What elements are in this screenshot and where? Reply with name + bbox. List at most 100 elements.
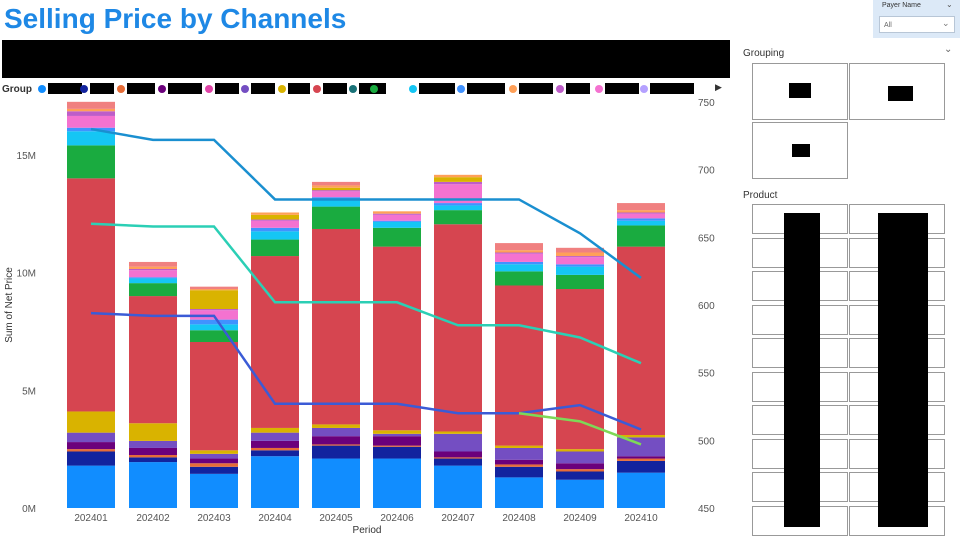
redacted-legend-label (323, 83, 347, 94)
y-tick-label: 0M (22, 504, 36, 515)
legend-color-dot (640, 85, 648, 93)
series-line (90, 311, 642, 431)
redacted-legend-label (419, 83, 455, 94)
bar-segment (129, 457, 177, 463)
legend-color-dot (80, 85, 88, 93)
legend-color-dot (509, 85, 517, 93)
legend-color-dot (205, 85, 213, 93)
bar-segment (251, 239, 299, 257)
redacted-legend-label (605, 83, 639, 94)
y2-tick-label: 600 (698, 301, 715, 312)
bar-segment (434, 181, 482, 185)
legend-color-dot (278, 85, 286, 93)
legend-color-dot (556, 85, 564, 93)
bar-segment (190, 319, 238, 325)
x-tick-label: 202406 (380, 513, 414, 524)
bar-segment (129, 440, 177, 448)
bar-segment (251, 227, 299, 232)
bar-segment (190, 309, 238, 311)
bar-segment (312, 206, 360, 229)
bar-segment (373, 246, 421, 431)
series-line (518, 412, 642, 446)
legend-color-dot (241, 85, 249, 93)
bar-segment (495, 252, 543, 254)
bar-segment (434, 205, 482, 211)
bar-segment (67, 115, 115, 128)
bar-segment (556, 449, 604, 452)
series-line (90, 222, 642, 365)
bar-segment (67, 145, 115, 179)
x-tick-label: 202410 (624, 513, 658, 524)
bar-segment (556, 463, 604, 470)
bar-segment (617, 210, 665, 213)
y2-tick-label: 750 (698, 98, 715, 109)
y2-tick-label: 650 (698, 233, 715, 244)
redacted-legend-label (288, 83, 310, 94)
series-line (90, 127, 642, 279)
bar-segment (190, 341, 238, 451)
bar-segment (251, 447, 299, 451)
bar-segment (67, 432, 115, 443)
payer-name-dropdown[interactable] (879, 16, 955, 33)
bar-segment (312, 191, 360, 198)
bar-segment (190, 466, 238, 474)
bar-segment (617, 220, 665, 226)
bar-segment (312, 187, 360, 191)
bar-segment (373, 214, 421, 221)
bar-segment (312, 427, 360, 437)
chevron-down-icon[interactable]: ⌄ (944, 44, 953, 55)
bar-segment (495, 261, 543, 265)
page-title: Selling Price by Channels (4, 3, 347, 34)
bar-segment (373, 220, 421, 222)
legend-color-dot (117, 85, 125, 93)
x-tick-label: 202403 (197, 513, 231, 524)
bar-segment (556, 252, 604, 257)
bar-segment (556, 264, 604, 267)
bar-segment (129, 447, 177, 456)
bar-segment (556, 256, 604, 258)
grouping-slicer-title: Grouping (743, 48, 785, 59)
bar-segment (495, 250, 543, 253)
x-tick-label: 202402 (136, 513, 170, 524)
bar-segment (495, 253, 543, 262)
bar-segment (495, 271, 543, 286)
bar-segment (251, 220, 299, 228)
chevron-down-icon[interactable]: ⌄ (946, 0, 953, 9)
bar-segment (190, 324, 238, 331)
redacted-legend-label (251, 83, 275, 94)
bar-segment (190, 458, 238, 464)
legend-color-dot (409, 85, 417, 93)
bar-segment (312, 436, 360, 445)
bar-segment (434, 451, 482, 458)
bar-segment (373, 221, 421, 228)
x-tick-label: 202409 (563, 513, 597, 524)
bar-segment (67, 449, 115, 452)
bar-segment (495, 477, 543, 508)
bar-segment (312, 444, 360, 446)
bar-segment (251, 450, 299, 457)
y-axis-title: Sum of Net Price (4, 267, 15, 343)
bar-segment (312, 445, 360, 459)
bar-segment (67, 108, 115, 112)
bar-segment (312, 228, 360, 425)
bar-segment (190, 463, 238, 467)
legend-color-dot (158, 85, 166, 93)
bar-segment (617, 213, 665, 219)
bar-segment (251, 214, 299, 220)
combo-chart: 0M 5M 10M 15M 450 500 550 600 650 700 750 202401 202… (4, 98, 715, 536)
bar-segment (495, 264, 543, 272)
bar-segment (190, 330, 238, 342)
bar-segment (373, 213, 421, 215)
redacted-legend-label (380, 83, 386, 94)
redacted-banner (2, 40, 730, 78)
dropdown-chevron-icon[interactable]: ⌄ (942, 18, 950, 28)
bar-segment (129, 278, 177, 284)
bar-segment (373, 436, 421, 446)
legend-color-dot (313, 85, 321, 93)
redacted-legend-label (566, 83, 590, 94)
bar-segment (495, 447, 543, 460)
bar-segment (190, 450, 238, 454)
bar-segment (556, 479, 604, 508)
legend-next-arrow-icon[interactable]: ▶ (715, 82, 722, 92)
bar-segment (190, 286, 238, 290)
